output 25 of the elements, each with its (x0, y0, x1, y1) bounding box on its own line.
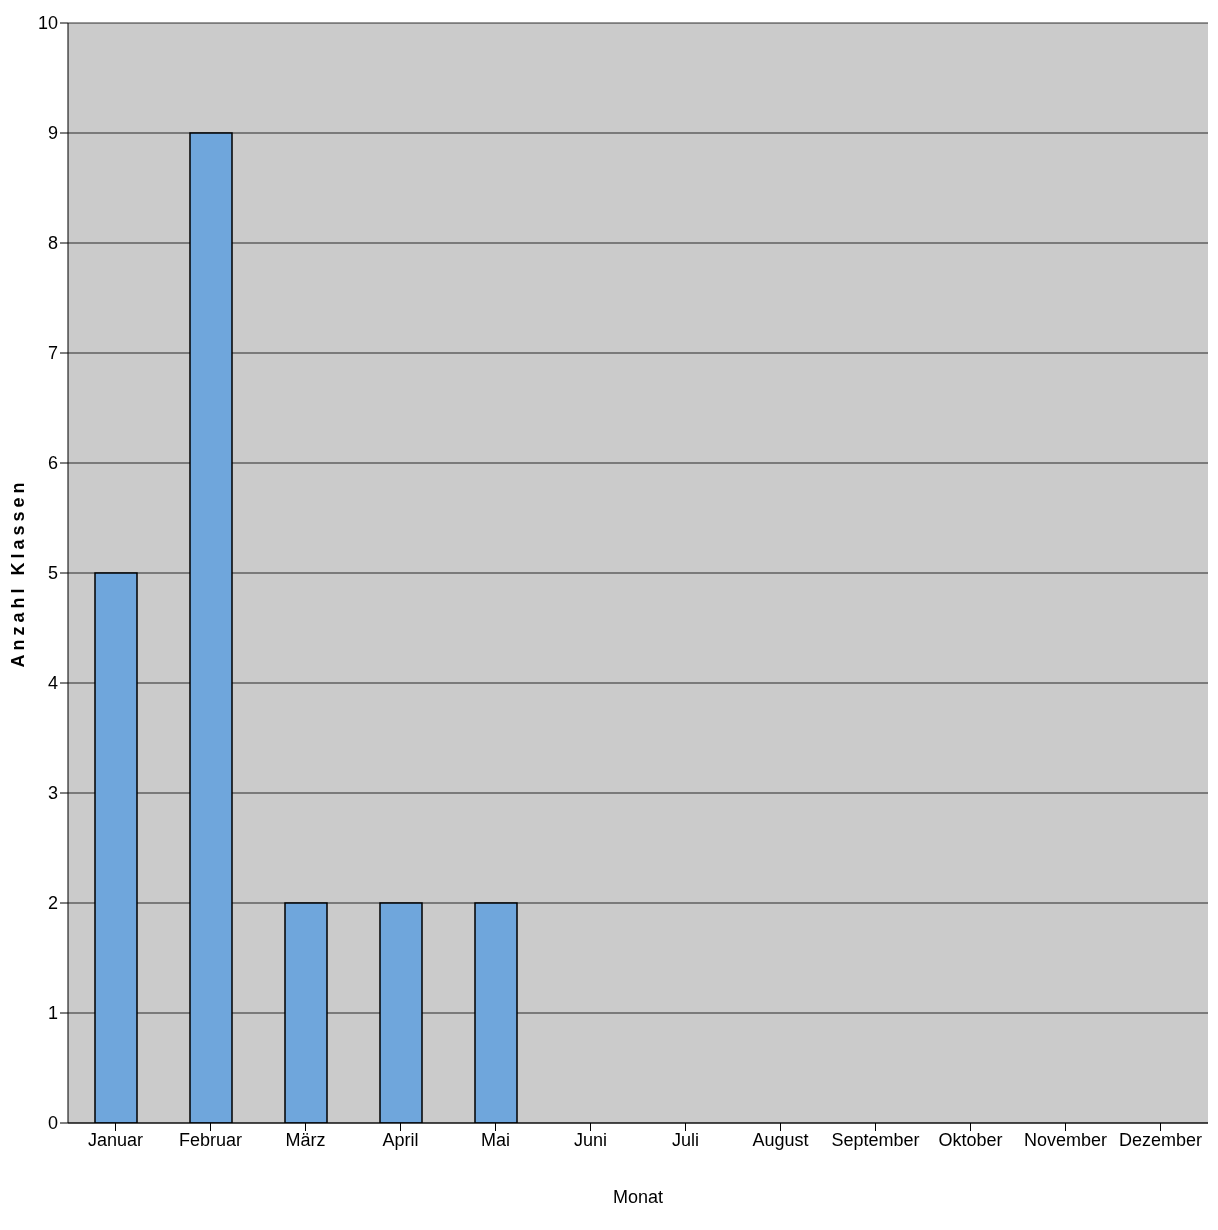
y-tick-label: 2 (47, 893, 58, 914)
x-tick-label: November (1023, 1129, 1108, 1150)
y-tick-label: 9 (47, 123, 58, 144)
y-tick-label: 1 (47, 1003, 58, 1024)
x-tick-label: Oktober (938, 1129, 1003, 1150)
y-axis-title: Anzahl Klassen (8, 478, 29, 668)
x-tick-label: August (752, 1129, 809, 1150)
x-tick-label: Juli (671, 1129, 700, 1150)
x-tick-label: September (831, 1129, 920, 1150)
y-tick-label: 5 (47, 563, 58, 584)
y-tick-label: 3 (47, 783, 58, 804)
x-tick-label: Januar (87, 1129, 144, 1150)
x-tick-label: April (382, 1129, 419, 1150)
x-tick-label: Dezember (1118, 1129, 1203, 1150)
x-tick-label: Februar (178, 1129, 243, 1150)
x-tick-label: Mai (480, 1129, 511, 1150)
x-tick-label: März (285, 1129, 326, 1150)
y-tick-label: 0 (47, 1113, 58, 1134)
y-tick-label: 8 (47, 233, 58, 254)
y-tick-label: 7 (47, 343, 58, 364)
y-tick-label: 6 (47, 453, 58, 474)
x-axis-title: Monat (612, 1187, 664, 1207)
y-tick-label: 4 (47, 673, 58, 694)
y-tick-label: 10 (37, 13, 58, 34)
x-tick-label: Juni (573, 1129, 608, 1150)
